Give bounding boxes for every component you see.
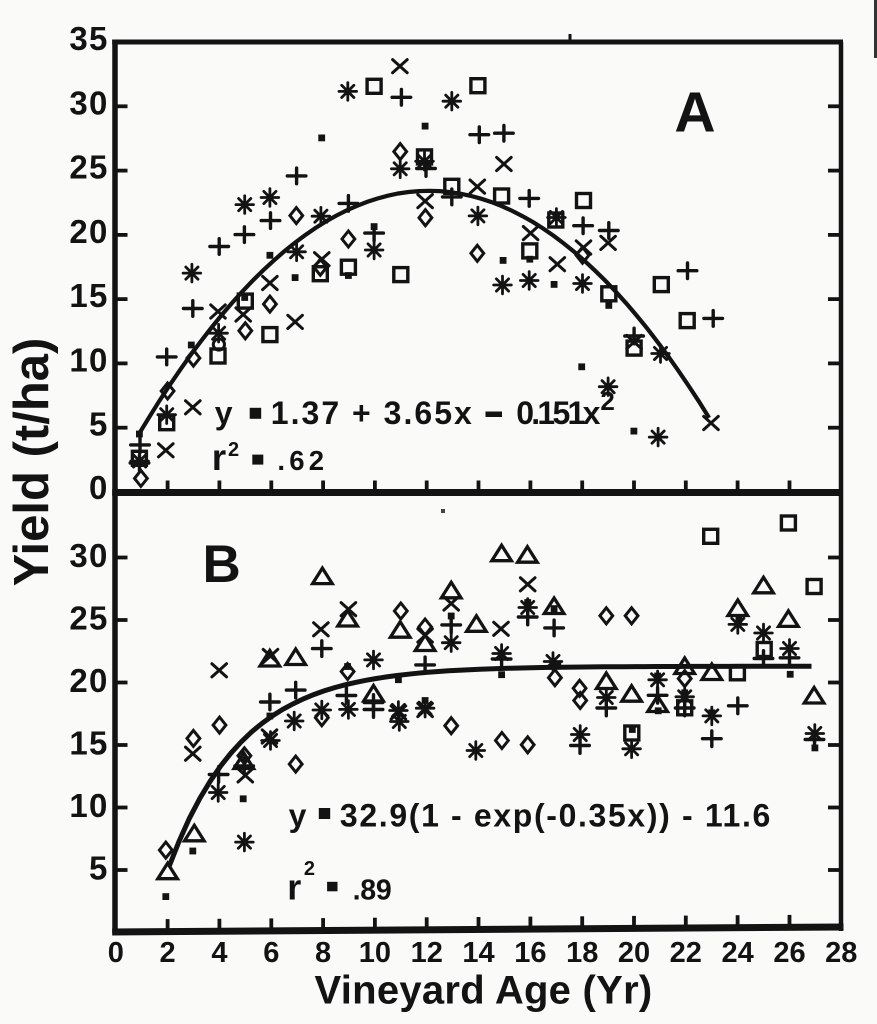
svg-text:20: 20 [69, 662, 108, 699]
svg-text:20: 20 [618, 937, 650, 969]
svg-text:5: 5 [89, 406, 109, 443]
svg-text:30: 30 [69, 537, 108, 574]
svg-text:Vineyard Age (Yr): Vineyard Age (Yr) [315, 969, 653, 1013]
svg-text:y: y [215, 395, 233, 431]
svg-text:A: A [674, 81, 715, 145]
svg-text:15: 15 [69, 277, 108, 314]
svg-text:y: y [289, 798, 307, 834]
svg-text:32.9(1 - exp(-0.35x)) - 11.6: 32.9(1 - exp(-0.35x)) - 11.6 [340, 798, 770, 834]
svg-text:2: 2 [600, 386, 614, 416]
svg-text:18: 18 [566, 937, 598, 969]
svg-text:.89: .89 [353, 874, 392, 906]
svg-text:24: 24 [721, 937, 753, 969]
svg-text:16: 16 [514, 937, 546, 969]
svg-text:0: 0 [108, 937, 124, 969]
svg-text:2: 2 [228, 439, 239, 461]
svg-text:Yield (t/ha): Yield (t/ha) [5, 338, 59, 587]
svg-text:8: 8 [315, 937, 331, 969]
svg-text:2: 2 [160, 937, 176, 969]
svg-text:12: 12 [411, 937, 443, 969]
svg-text:5: 5 [89, 850, 109, 887]
svg-text:r: r [212, 437, 226, 478]
svg-text:10: 10 [69, 787, 108, 824]
svg-text:20: 20 [69, 213, 108, 250]
svg-text:30: 30 [69, 84, 108, 121]
svg-text:.62: .62 [277, 445, 324, 476]
svg-text:r: r [287, 866, 301, 907]
svg-text:22: 22 [670, 937, 702, 969]
svg-text:10: 10 [359, 937, 391, 969]
svg-text:14: 14 [462, 937, 494, 969]
svg-text:2: 2 [304, 858, 315, 880]
svg-text:0.151x: 0.151x [516, 395, 600, 431]
svg-text:B: B [202, 535, 240, 594]
svg-text:4: 4 [211, 937, 227, 969]
svg-text:28: 28 [825, 937, 857, 969]
svg-text:15: 15 [69, 725, 108, 762]
svg-text:0: 0 [89, 469, 109, 506]
svg-text:25: 25 [69, 600, 108, 637]
svg-text:26: 26 [773, 937, 805, 969]
svg-text:25: 25 [69, 149, 108, 186]
svg-text:6: 6 [263, 937, 279, 969]
svg-text:35: 35 [69, 20, 108, 57]
svg-text:10: 10 [69, 341, 108, 378]
